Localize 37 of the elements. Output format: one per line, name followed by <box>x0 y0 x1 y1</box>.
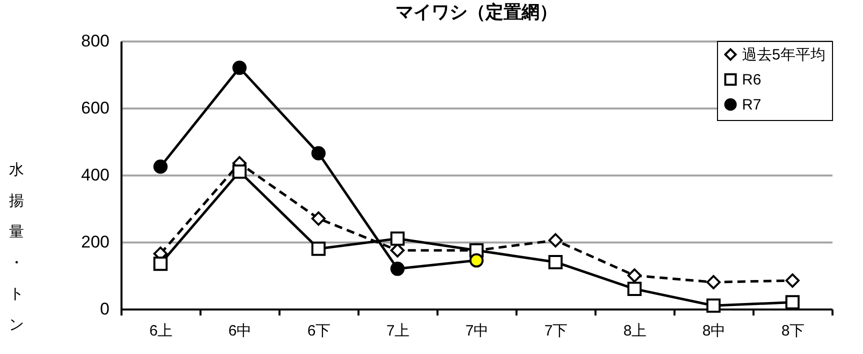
point <box>311 146 326 160</box>
x-tick-label: 6上 <box>149 322 173 340</box>
x-tick-label: 8下 <box>781 322 805 340</box>
point <box>153 160 168 174</box>
legend-label: 過去5年平均 <box>742 46 826 64</box>
y-tick-label: 0 <box>100 300 110 318</box>
x-tick-label: 6下 <box>307 322 331 340</box>
x-tick-label: 8上 <box>623 322 647 340</box>
point <box>706 275 721 290</box>
y-tick-label: 600 <box>81 98 110 118</box>
y-tick-label: 400 <box>81 166 110 184</box>
point <box>232 164 247 179</box>
point <box>706 298 721 313</box>
chart-title: マイワシ（定置網） <box>396 2 558 22</box>
point <box>390 262 405 276</box>
point <box>469 253 484 268</box>
y-tick-label: 800 <box>81 32 110 50</box>
point <box>627 268 642 283</box>
point <box>311 242 326 256</box>
x-tick-label: 7上 <box>386 322 410 340</box>
point <box>627 282 642 296</box>
y-axis-title: 水揚量・トン <box>9 162 24 334</box>
point <box>548 254 563 270</box>
point <box>785 273 800 288</box>
x-tick-label: 7中 <box>465 322 489 340</box>
point <box>232 60 247 75</box>
x-tick-label: 8中 <box>702 322 726 340</box>
legend-label: R7 <box>742 96 762 114</box>
point <box>548 233 563 248</box>
point <box>153 256 168 271</box>
point <box>785 295 800 310</box>
x-tick-label: 7下 <box>544 322 568 340</box>
point <box>311 211 326 226</box>
x-tick-label: 6中 <box>228 322 252 340</box>
point <box>390 232 405 246</box>
legend-label: R6 <box>742 72 762 88</box>
y-tick-label: 200 <box>81 232 110 252</box>
